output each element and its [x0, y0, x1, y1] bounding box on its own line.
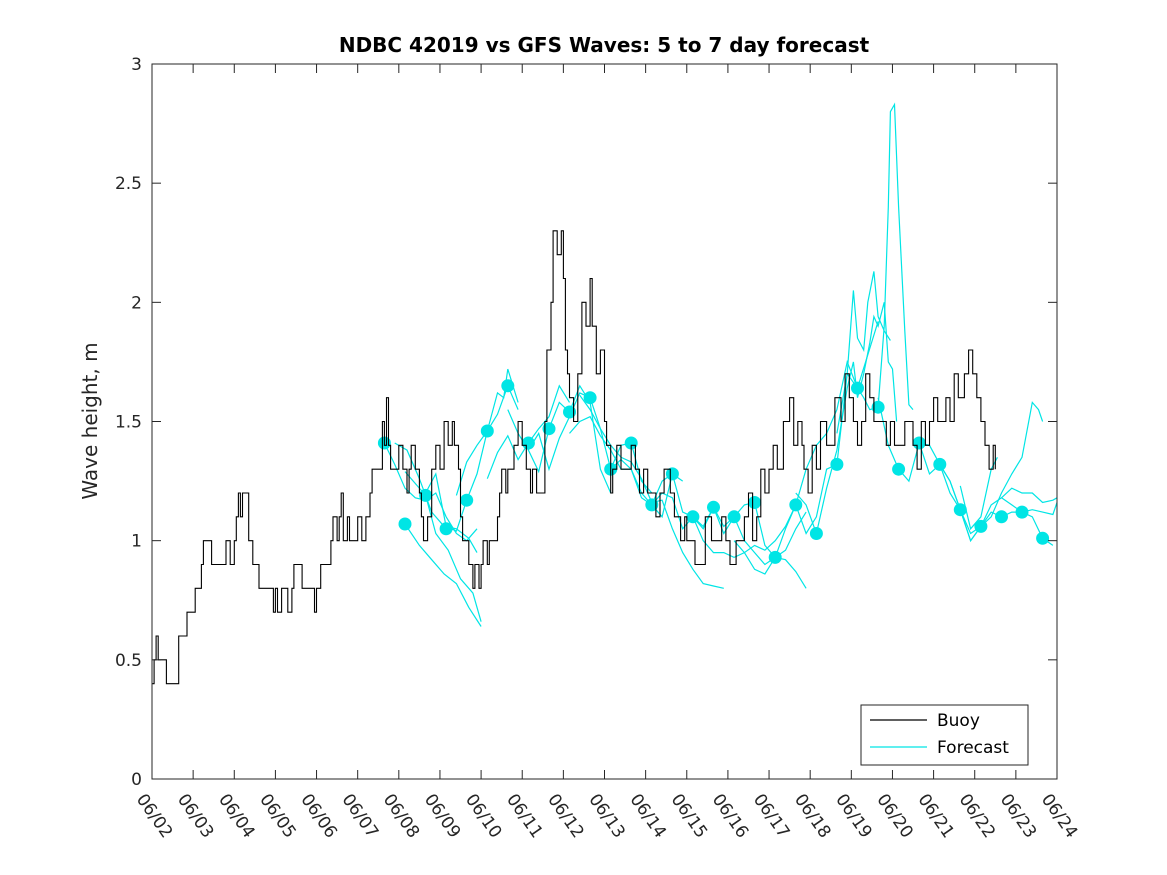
- forecast-marker-23: [851, 381, 864, 395]
- forecast-marker-14: [665, 467, 679, 481]
- forecast-marker-9: [563, 405, 576, 419]
- x-tick-label: 06/06: [296, 790, 340, 842]
- forecast-line-6: [486, 384, 571, 479]
- x-tick-label: 06/18: [790, 790, 834, 842]
- forecast-line-2: [404, 523, 482, 627]
- x-tick-label: 06/12: [543, 790, 587, 842]
- forecast-marker-1: [398, 517, 412, 531]
- forecast-line-20: [959, 457, 998, 531]
- forecast-marker-10: [583, 391, 597, 405]
- forecast-marker-28: [953, 503, 967, 517]
- plot-area: [152, 102, 1057, 685]
- forecast-marker-2: [419, 488, 433, 502]
- x-tick-label: 06/20: [872, 790, 916, 842]
- legend: Buoy Forecast: [860, 704, 1029, 766]
- chart-title: NDBC 42019 vs GFS Waves: 5 to 7 day fore…: [339, 33, 870, 57]
- forecast-line-15: [795, 302, 898, 536]
- forecast-marker-20: [789, 498, 803, 512]
- x-tick-label: 06/11: [502, 790, 546, 842]
- x-tick-label: 06/02: [132, 790, 176, 842]
- y-tick-label: 0: [131, 770, 142, 790]
- y-tick-label: 1.5: [115, 413, 142, 433]
- forecast-marker-7: [521, 436, 535, 450]
- x-tick-label: 06/03: [173, 790, 217, 842]
- forecast-marker-32: [1036, 531, 1050, 545]
- y-tick-label: 1: [131, 532, 142, 552]
- forecast-marker-22: [830, 457, 844, 471]
- buoy-line: [152, 230, 996, 685]
- forecast-marker-18: [748, 496, 762, 509]
- x-tick-label: 06/22: [955, 790, 999, 842]
- forecast-marker-24: [871, 400, 885, 414]
- x-tick-label: 06/17: [749, 790, 793, 842]
- x-tick-label: 06/05: [255, 790, 299, 842]
- y-axis-label: Wave height, m: [78, 342, 102, 499]
- x-tick-label: 06/07: [338, 790, 382, 842]
- x-tick-label: 06/14: [626, 790, 670, 842]
- y-tick-label: 2.5: [115, 174, 142, 194]
- forecast-marker-31: [1015, 505, 1029, 519]
- forecast-line-18: [919, 442, 1057, 543]
- x-tick-label: 06/19: [831, 790, 875, 842]
- forecast-line-21: [1001, 497, 1057, 516]
- legend-box: [860, 704, 1029, 766]
- x-tick-label: 06/23: [996, 790, 1040, 842]
- x-tick-label: 06/09: [420, 790, 464, 842]
- forecast-marker-8: [542, 422, 556, 436]
- forecast-marker-12: [624, 436, 638, 450]
- forecast-marker-6: [501, 379, 515, 393]
- forecast-line-5: [455, 384, 519, 496]
- forecast-marker-21: [809, 527, 823, 540]
- x-tick-label: 06/13: [584, 790, 628, 842]
- x-tick-label: 06/15: [667, 790, 711, 842]
- x-tick-label: 06/21: [913, 790, 957, 842]
- forecast-marker-26: [912, 436, 926, 450]
- forecast-line-13: [692, 321, 879, 559]
- x-tick-label: 06/10: [461, 790, 505, 842]
- forecast-marker-30: [995, 510, 1008, 524]
- forecast-marker-16: [707, 500, 720, 514]
- x-tick-label: 06/16: [708, 790, 752, 842]
- forecast-line-10: [579, 394, 724, 589]
- forecast-line-14: [733, 271, 891, 554]
- forecast-marker-15: [686, 510, 700, 524]
- forecast-marker-3: [439, 522, 453, 536]
- forecast-marker-19: [768, 550, 782, 564]
- x-tick-label: 06/04: [214, 790, 258, 842]
- legend-label: Forecast: [937, 738, 1009, 758]
- forecast-line-9: [569, 415, 684, 519]
- forecast-line-1: [394, 442, 478, 553]
- y-tick-label: 0.5: [115, 651, 142, 671]
- x-tick-label: 06/08: [379, 790, 423, 842]
- y-tick-label: 3: [131, 55, 142, 75]
- forecast-line-3: [404, 471, 482, 622]
- forecast-marker-17: [727, 510, 741, 524]
- legend-label: Buoy: [937, 711, 980, 731]
- forecast-marker-13: [645, 498, 659, 512]
- forecast-marker-5: [480, 424, 494, 438]
- forecast-marker-4: [460, 493, 474, 507]
- forecast-marker-27: [933, 457, 947, 471]
- x-tick-label: 06/24: [1037, 790, 1081, 842]
- forecast-marker-25: [892, 462, 906, 476]
- y-tick-label: 2: [131, 293, 142, 313]
- forecast-marker-29: [974, 519, 988, 533]
